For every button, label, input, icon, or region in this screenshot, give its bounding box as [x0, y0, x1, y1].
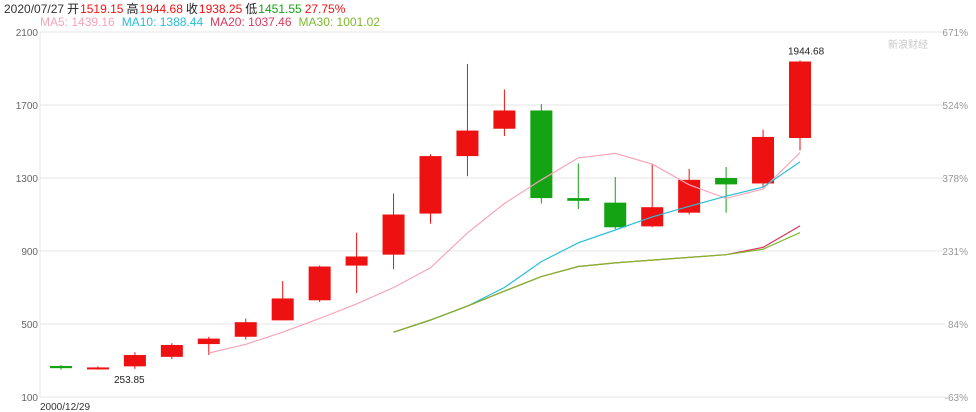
candle	[234, 318, 257, 340]
right-tick-label: 671%	[942, 28, 968, 39]
candle	[752, 129, 775, 188]
right-tick-label: 231%	[942, 247, 968, 258]
grid-lines	[39, 31, 945, 398]
y-tick-label: 1300	[16, 174, 39, 185]
ma10-line	[393, 161, 801, 333]
low-value: 1451.55	[258, 2, 302, 16]
candle	[641, 164, 664, 228]
candle-body	[123, 355, 146, 367]
right-tick-label: 524%	[942, 101, 968, 112]
price-labels: 1944.68 253.85	[114, 46, 825, 386]
ma-lines	[208, 152, 801, 354]
ma20-line	[393, 225, 801, 333]
ma5-legend: MA5: 1439.16	[40, 15, 115, 29]
candle	[493, 89, 516, 137]
y-tick-label: 500	[21, 320, 38, 331]
watermark: 新浪财经	[888, 38, 928, 51]
candle	[160, 343, 183, 360]
close-label: 收	[185, 2, 198, 16]
max-price-label: 1944.68	[788, 46, 825, 57]
candle-body	[419, 156, 442, 214]
candle	[419, 154, 442, 224]
close-value: 1938.25	[198, 2, 243, 16]
candle-body	[160, 344, 183, 357]
x-tick-label: 2000/12/29	[40, 402, 90, 412]
candle	[530, 104, 553, 204]
candle-body	[86, 367, 109, 370]
candle-body	[715, 178, 738, 185]
candle	[715, 167, 738, 213]
candles	[50, 60, 811, 370]
candle-body	[604, 202, 627, 228]
axis-labels: 2100 671% 1700 524% 1300 378% 900 231% 500 84% 100…	[16, 28, 968, 412]
high-label: 高	[126, 2, 139, 16]
date-label: 2020/07/27	[4, 2, 65, 16]
candle-body	[456, 130, 479, 157]
candle	[567, 163, 590, 210]
candle	[197, 336, 220, 356]
candle	[789, 60, 811, 151]
ma-legend: MA5: 1439.16 MA10: 1388.44 MA20: 1037.46 MA…	[40, 15, 387, 29]
candle-body	[197, 338, 220, 345]
high-value: 1944.68	[139, 2, 183, 16]
low-label: 低	[245, 2, 258, 16]
candle-body	[308, 266, 331, 301]
right-tick-label: 84%	[948, 320, 968, 331]
y-tick-label: 2100	[16, 28, 39, 39]
change-value: 27.75%	[304, 2, 346, 16]
ma30-legend: MA30: 1001.02	[298, 15, 380, 29]
candle-body	[345, 256, 368, 266]
candle	[50, 365, 72, 370]
ma5-line	[208, 152, 801, 354]
candle	[345, 232, 368, 293]
candle-body	[234, 322, 257, 337]
candle-body	[789, 61, 811, 139]
right-tick-label: -63%	[945, 393, 968, 404]
y-tick-label: 900	[21, 247, 38, 258]
ohlc-info-bar: 2020/07/27 开1519.15 高1944.68 收1938.25 低1451.…	[4, 2, 348, 16]
ma10-legend: MA10: 1388.44	[121, 15, 204, 29]
open-value: 1519.15	[80, 2, 124, 16]
right-tick-label: 378%	[942, 174, 968, 185]
y-tick-label: 100	[21, 393, 38, 404]
candle-body	[752, 136, 775, 184]
min-price-label: 253.85	[114, 375, 145, 386]
candle	[123, 352, 146, 369]
candle	[678, 168, 701, 215]
candle	[86, 366, 109, 370]
candle-body	[50, 365, 72, 369]
candle-body	[382, 214, 405, 255]
candle	[308, 265, 331, 303]
candle	[604, 177, 627, 230]
candle-body	[271, 298, 294, 321]
candle	[382, 193, 405, 270]
ma30-line	[393, 232, 801, 333]
candle-body	[493, 110, 516, 129]
candle	[271, 281, 294, 321]
candle	[456, 63, 479, 177]
open-label: 开	[67, 2, 80, 16]
candle-body	[567, 198, 590, 201]
ma20-legend: MA20: 1037.46	[210, 15, 292, 29]
y-tick-label: 1700	[16, 101, 39, 112]
